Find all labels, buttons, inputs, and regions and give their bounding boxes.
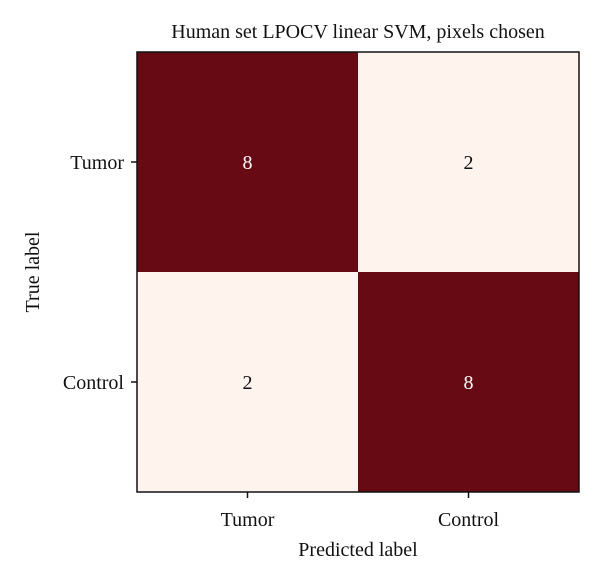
chart-title: Human set LPOCV linear SVM, pixels chose… — [171, 21, 545, 43]
matrix-cell-0-0 — [137, 52, 358, 272]
matrix-cells — [137, 52, 579, 492]
y-axis-ticks: Tumor Control — [63, 152, 137, 394]
x-axis-ticks: Tumor Control — [221, 492, 500, 531]
cell-value-label-0-0: 8 — [243, 152, 253, 174]
cell-value-label-1-1: 8 — [464, 372, 474, 394]
matrix-cell-0-1 — [358, 52, 579, 272]
y-axis-label: True label — [22, 231, 44, 312]
y-tick-label-1: Control — [63, 372, 125, 394]
x-tick-label-0: Tumor — [221, 509, 275, 531]
matrix-cell-1-1 — [358, 272, 579, 492]
x-tick-label-1: Control — [438, 509, 500, 531]
cell-value-label-1-0: 2 — [243, 372, 253, 394]
matrix-cell-labels: 8 2 2 8 — [243, 152, 474, 394]
matrix-cell-1-0 — [137, 272, 358, 492]
cell-value-label-0-1: 2 — [464, 152, 474, 174]
x-axis-label: Predicted label — [298, 539, 418, 561]
y-tick-label-0: Tumor — [70, 152, 124, 174]
plot-frame — [136, 51, 580, 493]
